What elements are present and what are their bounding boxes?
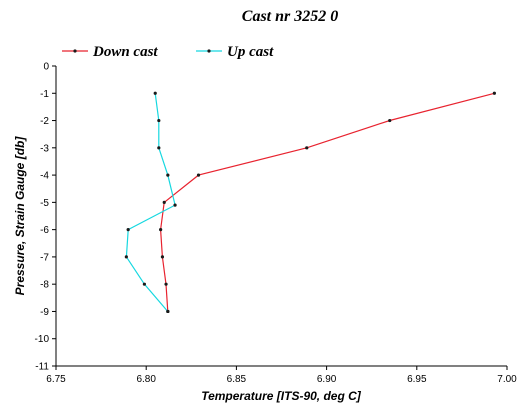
y-axis-label: Pressure, Strain Gauge [db]: [13, 136, 27, 296]
x-tick-label: 7.00: [497, 374, 517, 385]
y-tick-label: -3: [40, 143, 49, 154]
legend-label-up-cast: Up cast: [227, 44, 274, 60]
y-tick-label: -7: [40, 252, 49, 263]
y-axis-ticks: 0 -1 -2 -3 -4 -5 -6 -7 -8 -9 -10 -11: [35, 62, 56, 373]
plot-area: [55, 66, 507, 367]
data-point-down-cast: [159, 228, 163, 232]
data-point-up-cast: [126, 228, 130, 232]
data-point-up-cast: [166, 309, 170, 314]
x-tick-label: 6.95: [407, 374, 427, 385]
x-axis-label: Temperature [ITS-90, deg C]: [201, 389, 362, 403]
y-tick-label: -9: [40, 307, 49, 318]
data-point-down-cast: [492, 91, 496, 95]
y-tick-label: -8: [40, 280, 49, 291]
legend-marker-up-cast: [207, 49, 211, 53]
legend-item-up-cast: Up cast: [196, 44, 274, 60]
y-tick-label: 0: [43, 62, 49, 73]
series-line-down-cast: [159, 92, 495, 312]
y-tick-label: -5: [40, 198, 49, 209]
data-point-down-cast: [164, 282, 168, 286]
data-point-up-cast: [157, 146, 161, 150]
data-point-up-cast: [166, 173, 170, 177]
y-tick-label: -11: [35, 362, 49, 373]
x-tick-label: 6.75: [46, 374, 66, 385]
data-point-down-cast: [388, 118, 392, 123]
x-tick-label: 6.90: [317, 374, 337, 385]
chart-title: Cast nr 3252 0: [242, 8, 338, 25]
x-tick-label: 6.80: [136, 374, 156, 385]
legend: Down cast Up cast: [62, 44, 274, 60]
data-point-up-cast: [124, 255, 128, 259]
y-tick-label: -6: [40, 225, 49, 236]
y-tick-label: -4: [40, 171, 49, 182]
legend-label-down-cast: Down cast: [92, 44, 158, 60]
data-point-up-cast: [173, 203, 177, 207]
legend-marker-down-cast: [73, 49, 77, 53]
y-tick-label: -2: [40, 116, 49, 127]
series-line-up-cast: [125, 93, 176, 312]
data-point-down-cast: [305, 146, 309, 150]
data-point-down-cast: [196, 173, 201, 177]
data-point-up-cast: [157, 118, 161, 123]
data-point-down-cast: [160, 255, 165, 259]
y-tick-label: -10: [35, 334, 50, 345]
x-tick-label: 6.85: [227, 374, 247, 385]
data-point-down-cast: [162, 200, 166, 204]
legend-item-down-cast: Down cast: [62, 44, 158, 60]
y-tick-label: -1: [40, 89, 49, 100]
series-layer: [124, 91, 496, 314]
x-axis-ticks: 6.75 6.80 6.85 6.90 6.95 7.00: [46, 366, 517, 385]
data-point-up-cast: [142, 282, 146, 286]
data-point-up-cast: [153, 91, 157, 95]
